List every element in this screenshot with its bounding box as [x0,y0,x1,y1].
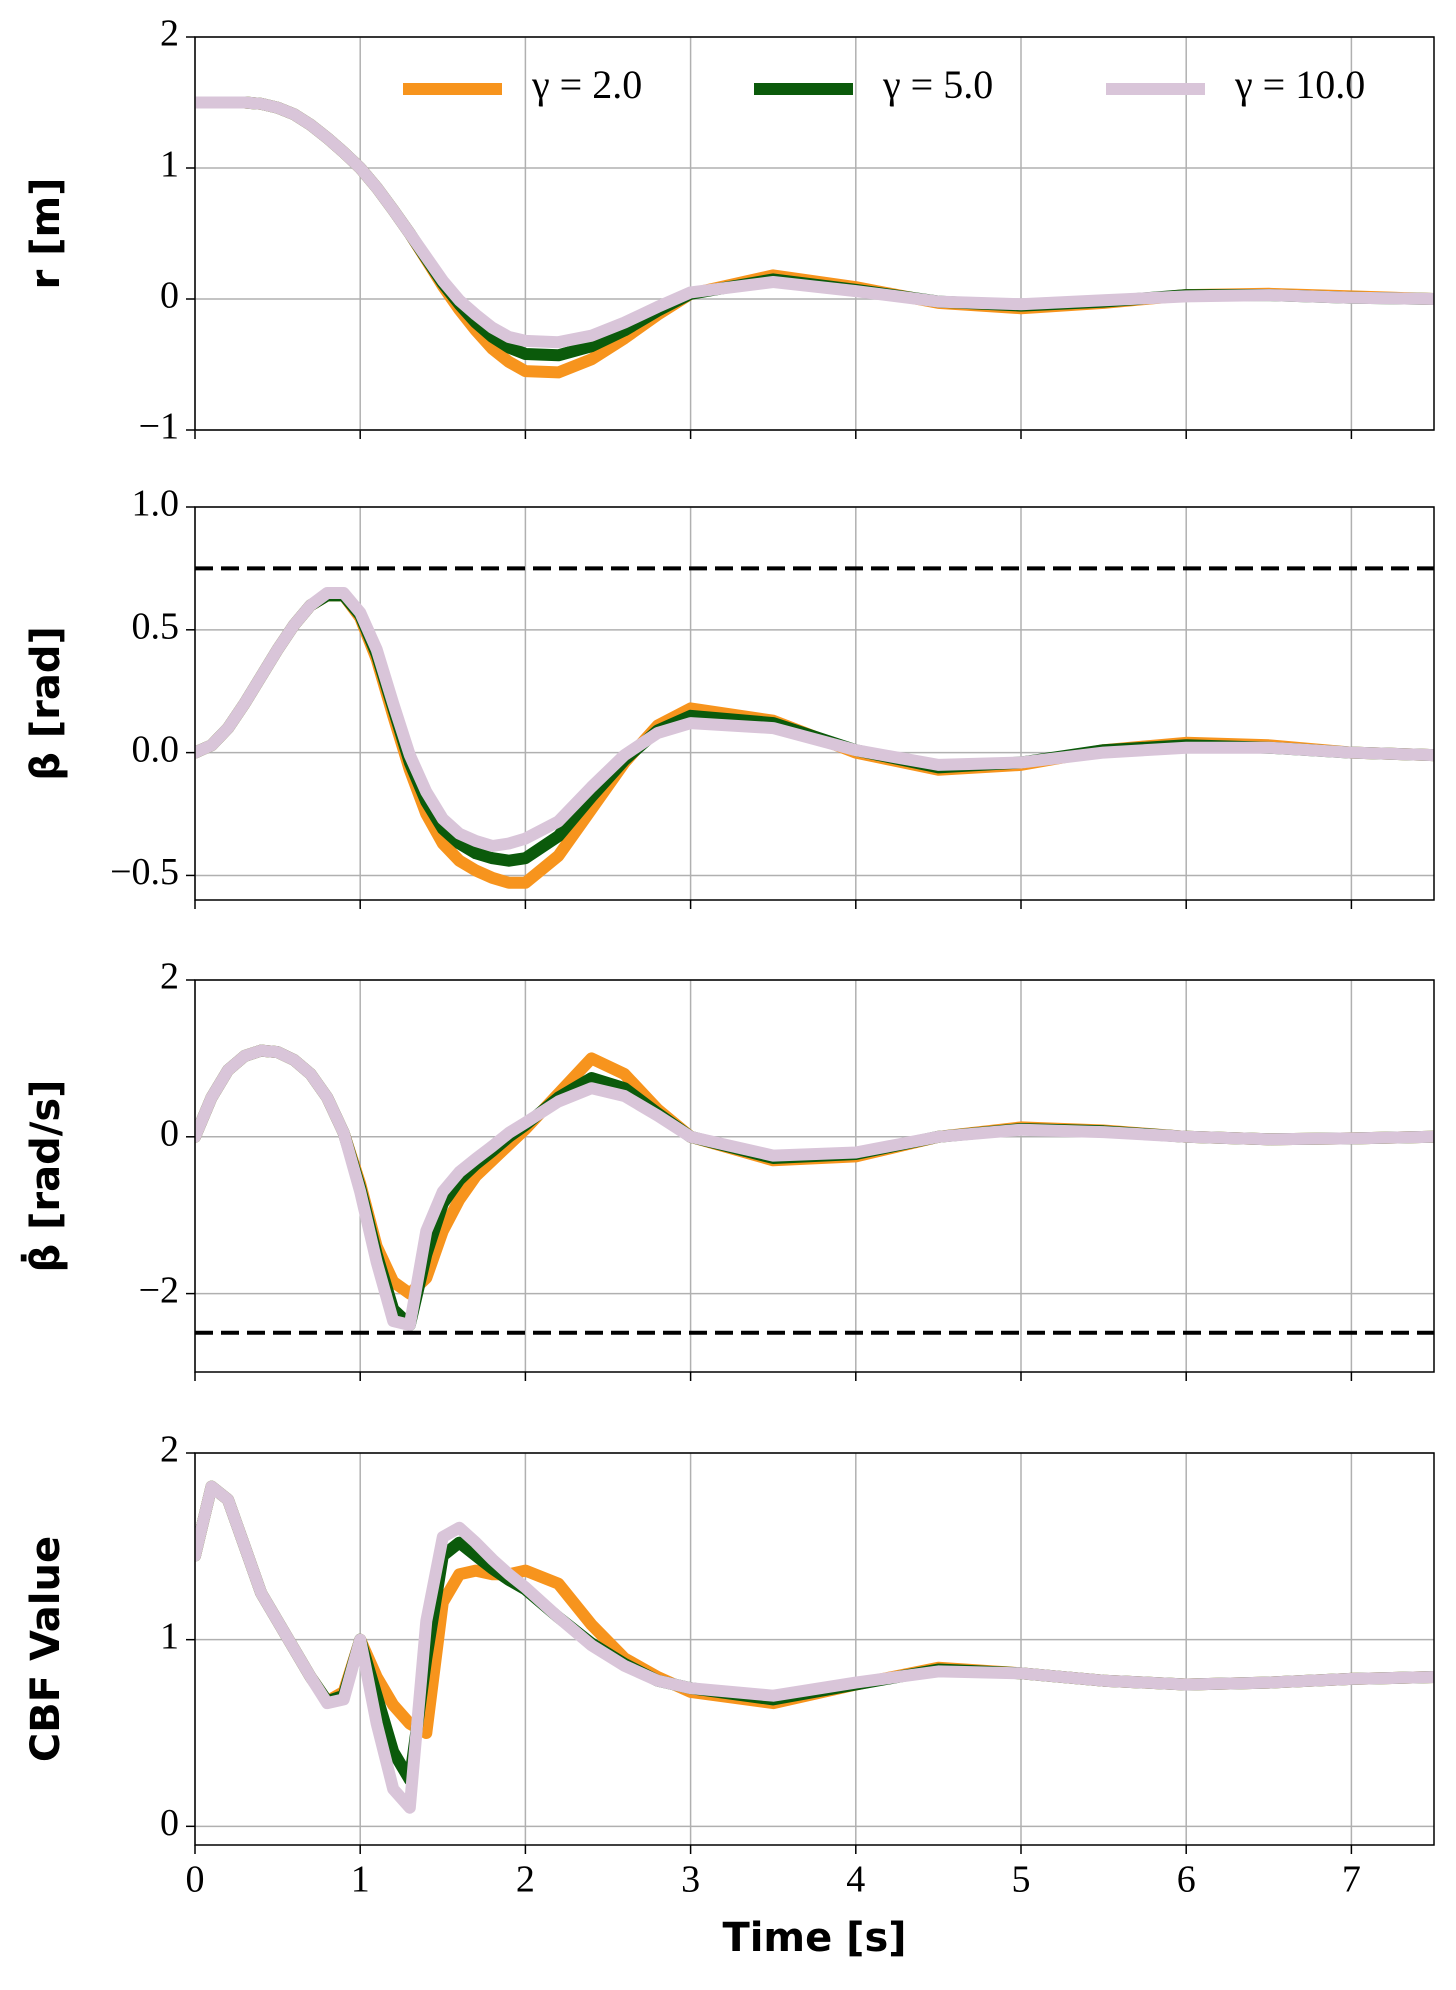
y-axis-label: β [rad] [23,626,69,780]
x-axis-label: Time [s] [722,1915,906,1961]
y-tick-label: −1 [139,406,179,448]
x-tick-label: 4 [846,1859,865,1901]
legend-label: γ = 5.0 [882,62,993,107]
x-tick-label: 3 [681,1859,700,1901]
y-tick-label: 0 [160,275,179,317]
plot-frame [194,36,1435,431]
y-tick-label: 2 [160,13,179,55]
series-line [195,587,1434,852]
y-tick-label: −2 [139,1269,179,1311]
y-axis-label: r [m] [23,178,69,290]
y-tick-label: 0 [160,1802,179,1844]
y-tick-label: 1.0 [132,483,180,525]
y-tick-label: 0.5 [132,606,180,648]
y-tick-label: 2 [160,956,179,998]
x-tick-label: 0 [186,1859,205,1901]
x-tick-label: 7 [1342,1859,1361,1901]
series-line [195,1480,1434,1814]
y-tick-label: 0 [160,1113,179,1155]
x-tick-label: 2 [516,1859,535,1901]
series-line [195,96,1434,362]
y-tick-label: −0.5 [110,851,179,893]
series-line [195,96,1434,349]
y-tick-label: 2 [160,1429,179,1471]
y-axis-label: CBF Value [23,1536,69,1762]
series-line [195,96,1434,379]
plot-frame [194,979,1435,1373]
series-line [195,1044,1434,1331]
series-line [195,589,1434,867]
y-tick-label: 0.0 [132,728,180,770]
y-tick-label: 1 [160,1615,179,1657]
x-tick-label: 1 [351,1859,370,1901]
x-tick-label: 6 [1177,1859,1196,1901]
legend-label: γ = 2.0 [531,62,642,107]
x-tick-label: 5 [1012,1859,1031,1901]
y-axis-label: β̇ [rad/s] [21,1080,69,1273]
plot-frame [194,1452,1435,1846]
y-tick-label: 1 [160,144,179,186]
plot-frame [194,506,1435,901]
legend-label: γ = 10.0 [1234,62,1365,107]
